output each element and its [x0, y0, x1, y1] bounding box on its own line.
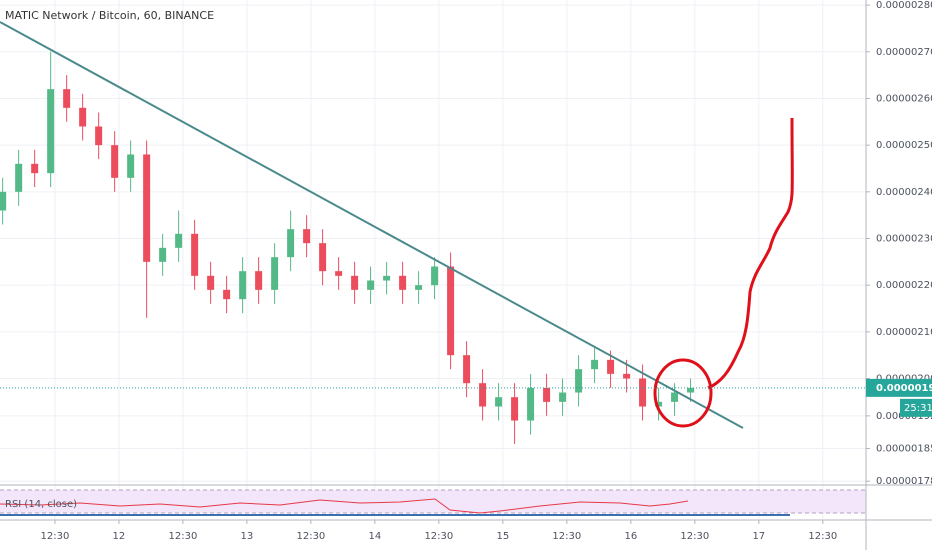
candle-body [495, 397, 503, 407]
candle-body [463, 355, 471, 384]
candle-body [655, 401, 663, 407]
candle-body [623, 373, 631, 379]
countdown-box [900, 398, 932, 417]
candle-body [687, 387, 695, 393]
candle-body [111, 145, 119, 178]
candle-body [511, 397, 519, 421]
x-tick-label: 12:30 [808, 531, 837, 542]
candle-body [367, 280, 375, 290]
candle-body [527, 387, 535, 421]
candle-body [239, 271, 247, 300]
x-tick-label: 17 [752, 531, 765, 542]
indicator-label: RSI (14, close) [5, 499, 77, 510]
candle-body [319, 243, 327, 272]
x-tick-label: 12 [113, 531, 126, 542]
x-tick-label: 15 [496, 531, 509, 542]
y-tick-label: 0.00000240 [876, 187, 932, 198]
last-price-label: 0.00000198 [876, 383, 932, 394]
x-tick-label: 12:30 [296, 531, 325, 542]
candle-body [431, 266, 439, 286]
grid [0, 0, 866, 520]
candle-body [671, 392, 679, 402]
candle-body [223, 289, 231, 300]
candle-body [559, 392, 567, 402]
y-tick-label: 0.00000210 [876, 327, 932, 338]
candle-body [575, 369, 583, 393]
plot-area [0, 51, 695, 444]
candle-body [79, 107, 87, 127]
candle-body [607, 359, 615, 374]
annotation-curve [707, 117, 794, 390]
x-tick-label: 12:30 [424, 531, 453, 542]
y-tick-label: 0.00000178 [876, 476, 932, 487]
candle-body [31, 163, 39, 174]
candle-body [175, 233, 183, 248]
rsi-line [0, 498, 689, 514]
candle-body [591, 359, 599, 370]
candle-body [207, 275, 215, 290]
countdown-label: 25:31 [904, 403, 932, 414]
candle-body [351, 275, 359, 290]
candle-body [255, 271, 263, 290]
candle-body [335, 271, 343, 276]
x-tick-label: 14 [369, 531, 382, 542]
candle-body [399, 275, 407, 290]
candle-body [95, 126, 103, 146]
x-tick-label: 12:30 [552, 531, 581, 542]
x-tick-label: 13 [241, 531, 254, 542]
candle-body [479, 383, 487, 407]
candle-body [639, 378, 647, 407]
candle-body [383, 275, 391, 281]
annotation-circle [653, 358, 713, 428]
candle-body [143, 154, 151, 262]
y-tick-label: 0.00000185 [876, 444, 932, 455]
y-tick-label: 0.00000250 [876, 140, 932, 151]
y-tick-label: 0.00000260 [876, 93, 932, 104]
x-tick-label: 12:30 [168, 531, 197, 542]
candle-body [0, 191, 7, 211]
candle-body [543, 387, 551, 402]
y-tick-label: 0.00000230 [876, 233, 932, 244]
candle-body [415, 285, 423, 290]
candle-body [447, 266, 455, 356]
x-tick-label: 12:30 [680, 531, 709, 542]
candle-body [15, 163, 23, 192]
candle-body [287, 229, 295, 258]
candle-body [63, 89, 71, 108]
x-tick-label: 12:30 [41, 531, 70, 542]
y-tick-label: 0.00000280 [876, 0, 932, 11]
x-tick-label: 16 [624, 531, 637, 542]
y-tick-label: 0.00000270 [876, 47, 932, 58]
candle-body [271, 257, 279, 290]
candle-body [159, 247, 167, 262]
candle-body [127, 154, 135, 178]
candle-body [191, 233, 199, 276]
candle-body [47, 89, 55, 174]
trendline [0, 21, 744, 429]
rsi-band [0, 490, 866, 513]
chart-title: MATIC Network / Bitcoin, 60, BINANCE [5, 9, 214, 22]
candle-body [303, 229, 311, 244]
last-price-box [866, 378, 932, 397]
y-tick-label: 0.00000220 [876, 280, 932, 291]
